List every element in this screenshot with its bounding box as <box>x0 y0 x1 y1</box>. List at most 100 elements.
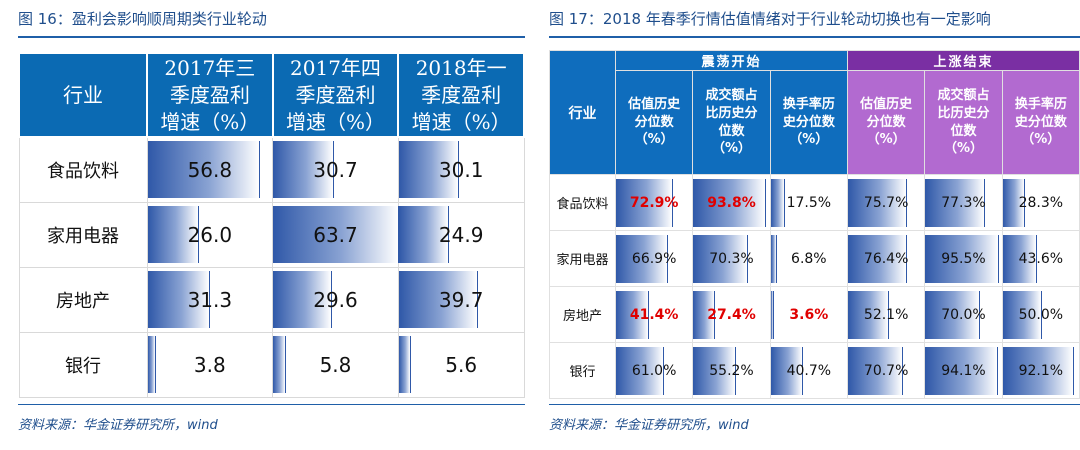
data-label: 5.6 <box>445 352 478 377</box>
data-bar <box>770 178 785 227</box>
right-table-row: 食品饮料 72.9% 93.8% 17.5% 75.7% 77.3% 28.3% <box>549 174 1080 231</box>
data-bar <box>147 336 156 393</box>
data-bar <box>147 271 210 328</box>
left-table-row: 房地产 31.3 29.6 39.7 <box>18 266 525 333</box>
value-cell: 92.1% <box>1001 342 1080 399</box>
data-bar <box>616 346 664 395</box>
value-cell: 41.4% <box>614 286 694 343</box>
data-label: 52.1% <box>863 306 909 323</box>
data-label: 39.7 <box>438 287 484 312</box>
data-bar <box>925 290 980 339</box>
right-header-industry: 行业 <box>549 50 616 175</box>
left-header-col: 2017年四 季度盈利 增速（%） <box>271 52 400 138</box>
data-label: 66.9% <box>631 250 677 267</box>
data-label: 56.8 <box>187 157 233 182</box>
data-label: 75.7% <box>863 194 909 211</box>
data-bar <box>770 234 777 283</box>
value-cell: 6.8% <box>769 230 848 287</box>
value-cell: 3.6% <box>769 286 848 343</box>
left-table-row: 家用电器 26.0 63.7 24.9 <box>18 201 525 268</box>
value-cell: 39.7 <box>397 266 525 333</box>
value-cell: 43.6% <box>1001 230 1080 287</box>
right-header-col: 估值历史 分位数 （%） <box>846 70 926 175</box>
data-bar <box>1002 346 1074 395</box>
value-cell: 75.7% <box>846 174 926 231</box>
data-bar <box>147 206 200 263</box>
data-label: 55.2% <box>709 362 754 379</box>
left-header-industry: 行业 <box>18 52 148 138</box>
data-label: 94.1% <box>941 362 986 379</box>
value-cell: 70.3% <box>692 230 771 287</box>
left-source: 资料来源：华金证券研究所，wind <box>18 418 218 433</box>
row-label: 家用电器 <box>549 230 616 287</box>
data-bar <box>770 290 775 339</box>
data-bar <box>925 178 986 227</box>
data-label: 76.4% <box>863 250 909 267</box>
data-bar <box>1002 178 1026 227</box>
data-label: 26.0 <box>187 222 233 247</box>
data-label: 30.7 <box>313 157 358 182</box>
data-label: 30.1 <box>438 157 484 182</box>
value-cell: 3.8 <box>146 331 274 398</box>
left-bottom-rule <box>18 404 525 405</box>
data-bar <box>1002 290 1042 339</box>
data-bar <box>693 178 766 227</box>
data-bar <box>770 346 803 395</box>
data-bar <box>273 336 286 393</box>
data-label: 29.6 <box>313 287 358 312</box>
value-cell: 61.0% <box>614 342 694 399</box>
data-bar <box>925 346 999 395</box>
value-cell: 50.0% <box>1001 286 1080 343</box>
right-table-row: 家用电器 66.9% 70.3% 6.8% 76.4% 95.5% 43.6% <box>549 230 1080 287</box>
data-label: 72.9% <box>629 194 679 211</box>
right-title-rule <box>549 36 1080 38</box>
right-header-col: 成交额占 比历史分 位数 （%） <box>692 70 771 175</box>
data-bar <box>273 271 333 328</box>
right-table-row: 房地产 41.4% 27.4% 3.6% 52.1% 70.0% 50.0% <box>549 286 1080 343</box>
data-label: 63.7 <box>313 222 358 247</box>
value-cell: 77.3% <box>924 174 1003 231</box>
data-label: 17.5% <box>786 194 832 211</box>
data-bar <box>616 234 669 283</box>
right-header-row: 估值历史 分位数 （%） 成交额占 比历史分 位数 （%） 换手率历 史分位数 （%） 估值历史 分位… <box>550 70 1080 175</box>
value-cell: 29.6 <box>272 266 399 333</box>
value-cell: 17.5% <box>769 174 848 231</box>
data-label: 95.5% <box>941 250 986 267</box>
value-cell: 26.0 <box>146 201 274 268</box>
left-header-row: 行业 2017年三 季度盈利 增速（%） 2017年四 季度盈利 增速（%） 2018年… <box>18 52 525 138</box>
data-label: 92.1% <box>1018 362 1064 379</box>
data-bar <box>847 346 903 395</box>
left-table-row: 食品饮料 56.8 30.7 30.1 <box>18 136 525 203</box>
row-label: 房地产 <box>18 266 148 333</box>
right-header-col: 估值历史 分位数 （%） <box>614 70 694 175</box>
left-figure-title: 图 16：盈利会影响顺周期类行业轮动 <box>18 10 267 28</box>
left-title-rule <box>18 36 525 38</box>
data-bar <box>398 336 411 393</box>
right-table-row: 银行 61.0% 55.2% 40.7% 70.7% 94.1% 92.1% <box>549 342 1080 399</box>
right-table: 行业 震荡开始 上涨结束 估值历史 分位数 （%） 成交额占 比历史分 位数 （%） 换手率历… <box>549 50 1080 399</box>
data-label: 41.4% <box>629 306 679 323</box>
data-bar <box>1002 234 1037 283</box>
group-header-start: 震荡开始 <box>615 50 848 71</box>
value-cell: 30.1 <box>397 136 525 203</box>
value-cell: 31.3 <box>146 266 274 333</box>
data-label: 27.4% <box>707 306 756 323</box>
data-bar <box>847 290 889 339</box>
value-cell: 63.7 <box>272 201 399 268</box>
value-cell: 70.7% <box>846 342 926 399</box>
value-cell: 72.9% <box>614 174 694 231</box>
row-label: 食品饮料 <box>549 174 616 231</box>
right-table-body: 食品饮料 72.9% 93.8% 17.5% 75.7% 77.3% 28.3% 家用电器 66… <box>549 174 1080 399</box>
data-label: 70.3% <box>709 250 754 267</box>
data-label: 31.3 <box>187 287 233 312</box>
value-cell: 94.1% <box>924 342 1003 399</box>
data-label: 93.8% <box>707 194 756 211</box>
left-table-body: 食品饮料 56.8 30.7 30.1 家用电器 26.0 63.7 24.9 房地产 31.3 2… <box>18 136 525 398</box>
data-bar <box>847 178 907 227</box>
row-label: 银行 <box>549 342 616 399</box>
value-cell: 30.7 <box>272 136 399 203</box>
left-header-col: 2017年三 季度盈利 增速（%） <box>146 52 274 138</box>
row-label: 房地产 <box>549 286 616 343</box>
data-label: 3.6% <box>789 306 829 323</box>
data-label: 40.7% <box>786 362 832 379</box>
